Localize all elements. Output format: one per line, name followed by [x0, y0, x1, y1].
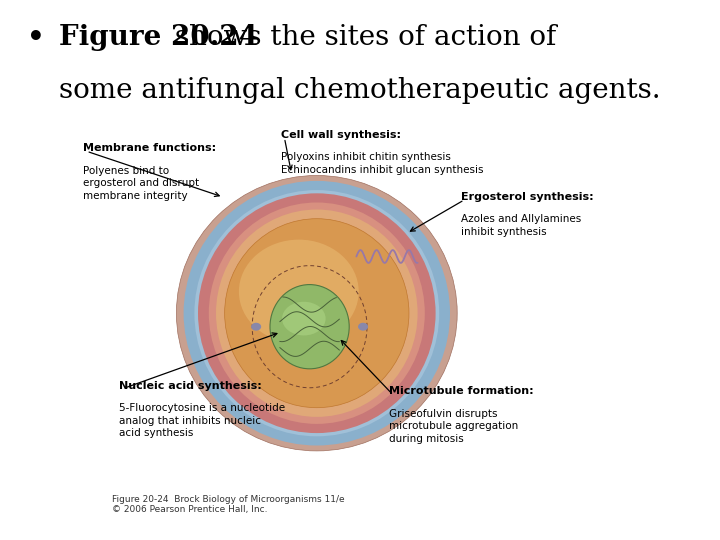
Text: Nucleic acid synthesis:: Nucleic acid synthesis:	[119, 381, 261, 391]
Ellipse shape	[184, 181, 450, 446]
Ellipse shape	[194, 190, 439, 436]
Text: 5-Fluorocytosine is a nucleotide
analog that inhibits nucleic
acid synthesis: 5-Fluorocytosine is a nucleotide analog …	[119, 403, 285, 438]
Ellipse shape	[270, 285, 349, 369]
Text: Polyenes bind to
ergosterol and disrupt
membrane integrity: Polyenes bind to ergosterol and disrupt …	[83, 166, 199, 200]
Ellipse shape	[209, 202, 425, 424]
Ellipse shape	[282, 302, 325, 335]
Ellipse shape	[239, 240, 359, 343]
Text: Figure 20.24: Figure 20.24	[59, 24, 258, 51]
Ellipse shape	[198, 193, 436, 433]
Ellipse shape	[225, 219, 409, 408]
Text: •: •	[27, 24, 45, 51]
Circle shape	[359, 323, 367, 330]
Ellipse shape	[216, 210, 418, 417]
Text: some antifungal chemotherapeutic agents.: some antifungal chemotherapeutic agents.	[59, 77, 661, 104]
Text: Membrane functions:: Membrane functions:	[83, 143, 216, 153]
Text: Polyoxins inhibit chitin synthesis
Echinocandins inhibit glucan synthesis: Polyoxins inhibit chitin synthesis Echin…	[281, 152, 483, 174]
Text: shows the sites of action of: shows the sites of action of	[166, 24, 556, 51]
Text: Figure 20-24  Brock Biology of Microorganisms 11/e
© 2006 Pearson Prentice Hall,: Figure 20-24 Brock Biology of Microorgan…	[112, 495, 344, 514]
Ellipse shape	[176, 176, 457, 451]
Text: Cell wall synthesis:: Cell wall synthesis:	[281, 130, 401, 140]
Text: Azoles and Allylamines
inhibit synthesis: Azoles and Allylamines inhibit synthesis	[461, 214, 581, 237]
Text: Microtubule formation:: Microtubule formation:	[389, 386, 534, 396]
Circle shape	[252, 323, 261, 330]
Text: Griseofulvin disrupts
microtubule aggregation
during mitosis: Griseofulvin disrupts microtubule aggreg…	[389, 409, 518, 443]
Text: Ergosterol synthesis:: Ergosterol synthesis:	[461, 192, 593, 202]
